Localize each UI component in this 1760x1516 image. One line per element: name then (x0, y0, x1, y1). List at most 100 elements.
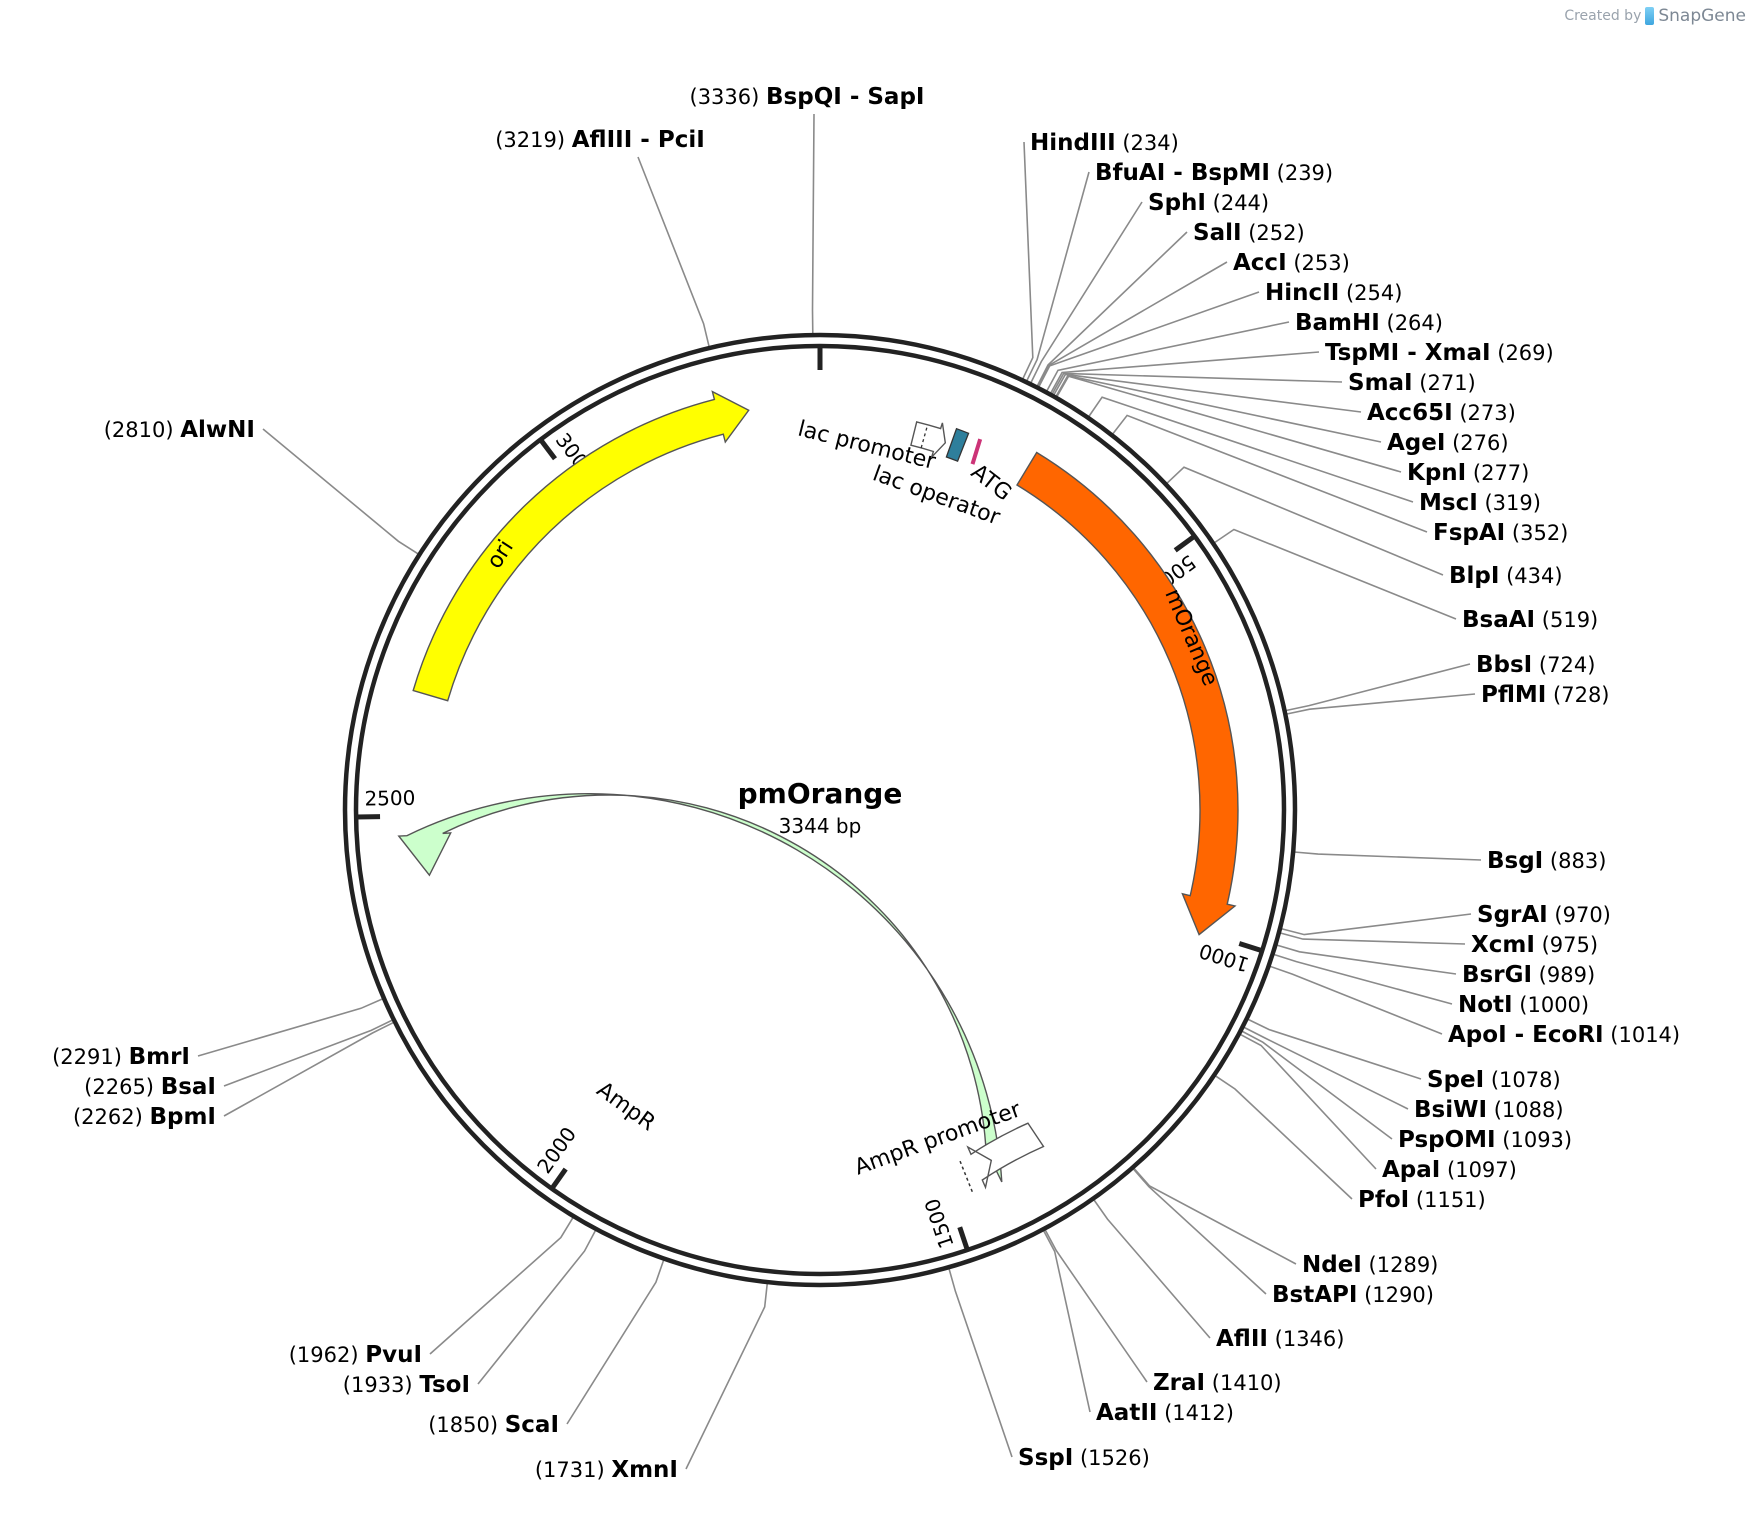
site-position: (1412) (1157, 1401, 1234, 1425)
leader-line (1279, 932, 1466, 945)
tick-mark (957, 1226, 970, 1251)
site-label-apoi: ApoI - EcoRI (1014) (1448, 1022, 1680, 1048)
site-position: (1526) (1073, 1446, 1150, 1470)
site-label-tspmi: TspMI - XmaI (269) (1325, 340, 1554, 366)
leader-line (1273, 953, 1453, 1005)
tick-mark (538, 438, 557, 461)
leader-line (1093, 1199, 1211, 1339)
tick-label: 2500 (364, 786, 415, 811)
site-text: NotI (1000) (1458, 992, 1589, 1018)
enzyme-name: FspAI (1433, 520, 1505, 546)
tick-mark (1238, 941, 1263, 954)
leader-line (811, 113, 815, 335)
leader-line (477, 1229, 597, 1385)
site-text: FspAI (352) (1433, 520, 1568, 546)
site-position: (1346) (1268, 1327, 1345, 1351)
plasmid-name: pmOrange (738, 777, 903, 810)
enzyme-name: SspI (1018, 1445, 1073, 1471)
enzyme-name: AatII (1096, 1400, 1157, 1426)
site-text: BsrGI (989) (1462, 962, 1595, 988)
leader-line (1239, 1033, 1377, 1170)
site-text: NdeI (1289) (1302, 1252, 1438, 1278)
enzyme-name: ScaI (505, 1412, 559, 1438)
tick-mark (549, 1167, 568, 1191)
site-position: (1290) (1357, 1283, 1434, 1307)
enzyme-name: HindIII (1030, 130, 1116, 156)
site-label-bsrgi: BsrGI (989) (1462, 962, 1595, 988)
site-text: ZraI (1410) (1153, 1370, 1282, 1396)
site-text: MscI (319) (1419, 490, 1541, 516)
site-position: (1410) (1205, 1371, 1282, 1395)
site-position: (1093) (1496, 1128, 1573, 1152)
site-label-bstapi: BstAPI (1290) (1272, 1282, 1434, 1308)
site-text: SmaI (271) (1348, 370, 1476, 396)
site-label-fspai: FspAI (352) (1433, 520, 1568, 546)
site-position: (2291) (52, 1045, 129, 1069)
site-position: (264) (1380, 311, 1443, 335)
enzyme-name: Acc65I (1367, 400, 1453, 426)
leader-line (1037, 261, 1228, 388)
enzyme-name: KpnI (1407, 460, 1466, 486)
site-position: (352) (1505, 521, 1568, 545)
leader-line (1056, 375, 1402, 473)
site-position: (269) (1491, 341, 1554, 365)
leader-line (1132, 1168, 1267, 1295)
tick-label: 1500 (920, 1195, 959, 1251)
site-label-pvui: (1962) PvuI (289, 1342, 422, 1368)
enzyme-name: AlwNI (180, 417, 255, 443)
site-position: (3219) (495, 128, 572, 152)
enzyme-name: PfoI (1358, 1187, 1409, 1213)
site-position: (1933) (343, 1373, 420, 1397)
leader-line (1247, 1018, 1422, 1080)
site-label-sali: SalI (252) (1193, 220, 1305, 246)
leader-line (637, 156, 710, 348)
site-position: (1289) (1362, 1253, 1439, 1277)
site-text: SgrAI (970) (1477, 902, 1611, 928)
leader-line (1276, 944, 1457, 975)
enzyme-name: ApaI (1382, 1157, 1440, 1183)
site-label-bsiwi: BsiWI (1088) (1414, 1097, 1564, 1123)
site-label-scai: (1850) ScaI (428, 1412, 559, 1438)
site-text: BfuAI - BspMI (239) (1095, 160, 1333, 186)
site-text: BsgI (883) (1487, 848, 1606, 874)
site-label-bbsi: BbsI (724) (1476, 652, 1595, 678)
site-position: (253) (1287, 251, 1350, 275)
ori-feature-arrow (412, 390, 750, 702)
enzyme-name: TspMI - XmaI (1325, 340, 1491, 366)
site-label-zrai: ZraI (1410) (1153, 1370, 1282, 1396)
site-position: (1962) (289, 1343, 366, 1367)
credit-text: Created by (1564, 8, 1642, 24)
leader-line (1269, 965, 1443, 1035)
enzyme-name: BpmI (149, 1104, 216, 1130)
site-text: (1731) XmnI (535, 1457, 678, 1483)
ampr-feature-arrow (397, 792, 1003, 1183)
site-text: SphI (244) (1148, 190, 1269, 216)
site-position: (519) (1535, 608, 1598, 632)
site-label-spei: SpeI (1078) (1427, 1067, 1561, 1093)
site-position: (273) (1453, 401, 1516, 425)
enzyme-name: HincII (1265, 280, 1339, 306)
site-text: BstAPI (1290) (1272, 1282, 1434, 1308)
site-text: TspMI - XmaI (269) (1325, 340, 1554, 366)
site-position: (975) (1535, 933, 1598, 957)
enzyme-name: PflMI (1481, 682, 1546, 708)
site-text: SpeI (1078) (1427, 1067, 1561, 1093)
site-text: AgeI (276) (1387, 430, 1509, 456)
leader-line (1042, 1229, 1091, 1413)
site-text: Acc65I (273) (1367, 400, 1516, 426)
site-position: (1850) (428, 1413, 505, 1437)
site-label-kpni: KpnI (277) (1407, 460, 1529, 486)
leader-line (1029, 201, 1143, 384)
enzyme-name: BfuAI - BspMI (1095, 160, 1270, 186)
enzyme-name: SpeI (1427, 1067, 1484, 1093)
site-position: (724) (1532, 653, 1595, 677)
site-text: ApaI (1097) (1382, 1157, 1517, 1183)
site-label-xcmi: XcmI (975) (1471, 932, 1598, 958)
enzyme-name: TsoI (419, 1372, 470, 1398)
enzyme-name: PvuI (365, 1342, 422, 1368)
site-label-hindiii: HindIII (234) (1030, 130, 1179, 156)
enzyme-name: NdeI (1302, 1252, 1362, 1278)
site-label-bmri: (2291) BmrI (52, 1044, 190, 1070)
site-position: (1088) (1487, 1098, 1564, 1122)
